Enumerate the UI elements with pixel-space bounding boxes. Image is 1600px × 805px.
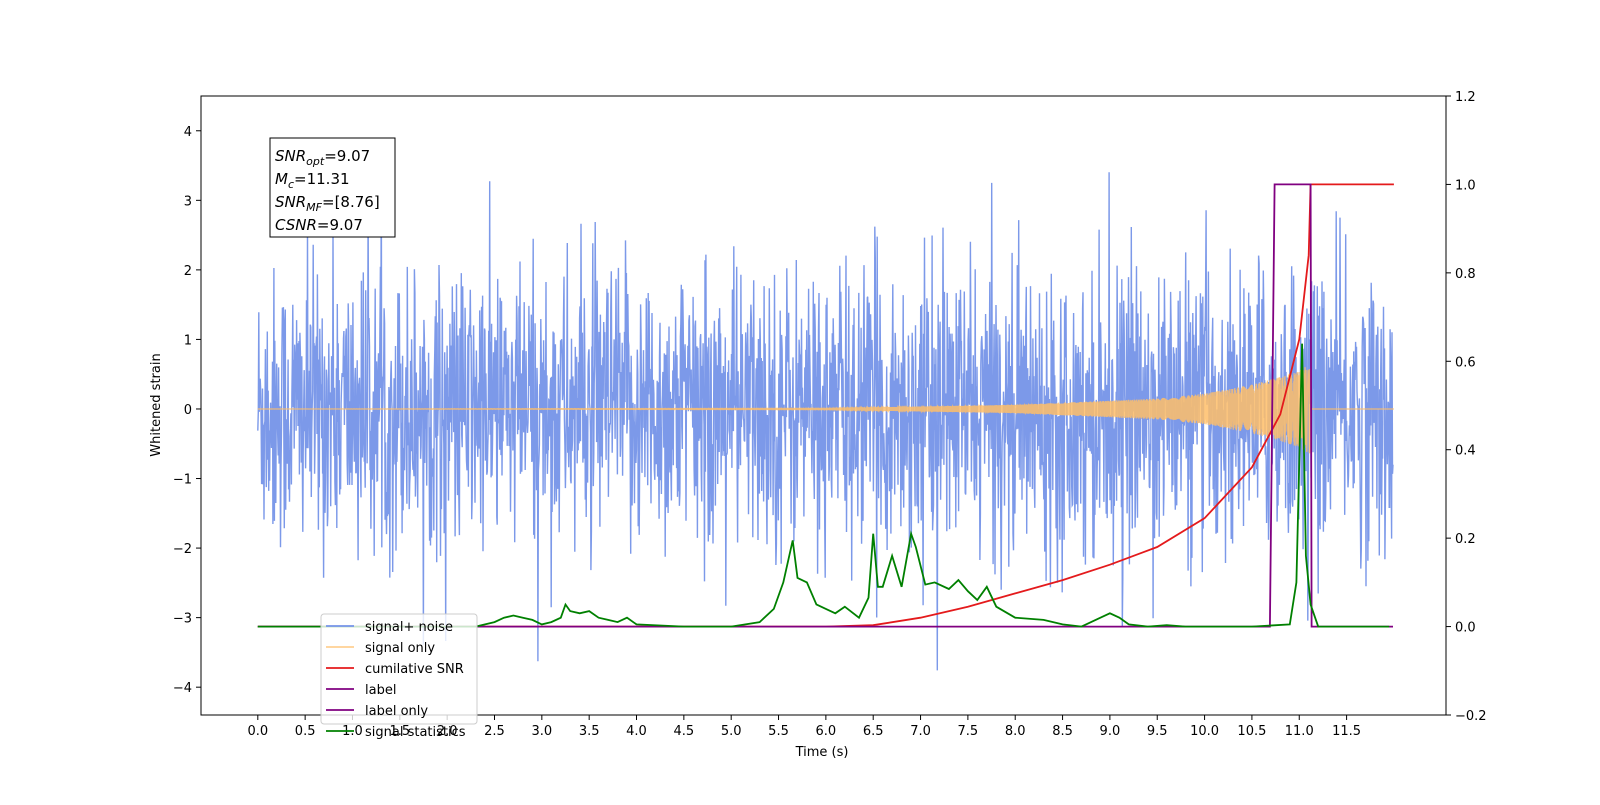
annotation-line: SNRopt=9.07 — [275, 147, 370, 168]
y2-tick-label: 0.2 — [1455, 532, 1476, 547]
y-tick-label: 2 — [184, 264, 192, 279]
y2-tick-label: 0.6 — [1455, 355, 1476, 370]
x-tick-label: 2.0 — [437, 724, 458, 739]
y2-tick-label: 0.8 — [1455, 267, 1476, 282]
x-tick-label: 4.5 — [674, 724, 695, 739]
y2-tick-label: 1.2 — [1455, 90, 1476, 105]
x-tick-label: 7.0 — [910, 724, 931, 739]
y2-tick-label: −0.2 — [1455, 709, 1487, 724]
annotation-line: SNRMF=[8.76] — [275, 193, 380, 214]
legend-entry-label: label — [365, 683, 396, 698]
x-tick-label: 10.5 — [1237, 724, 1266, 739]
x-tick-label: 11.0 — [1285, 724, 1314, 739]
legend: signal+ noise signal only cumilative SNR la… — [320, 613, 478, 740]
legend-frame — [320, 613, 478, 725]
annotation-value: =9.07 — [324, 147, 370, 165]
x-tick-label: 0.0 — [247, 724, 268, 739]
y-tick-label: 1 — [184, 333, 192, 348]
x-tick-label: 6.0 — [816, 724, 837, 739]
series-signal-noise — [257, 144, 1394, 671]
x-tick-label: 6.5 — [863, 724, 884, 739]
y-axis-right: 1.2 1.0 0.8 0.6 0.4 0.2 0.0 −0.2 — [1446, 90, 1487, 724]
x-tick-label: 8.0 — [1005, 724, 1026, 739]
annotation-line: CSNR=9.07 — [275, 216, 363, 234]
y-tick-label: −4 — [173, 681, 192, 696]
annotation-symbol: SNR — [275, 193, 306, 211]
annotation-subscript: opt — [306, 155, 325, 168]
y-tick-label: 3 — [184, 194, 192, 209]
plot-frame — [200, 95, 1447, 716]
y2-tick-label: 0.0 — [1455, 621, 1476, 636]
y2-tick-label: 0.4 — [1455, 444, 1476, 459]
legend-entry-label: signal only — [365, 641, 435, 656]
x-tick-label: 8.5 — [1052, 724, 1073, 739]
annotation-value: =11.31 — [294, 170, 350, 188]
annotation-symbol: CSNR — [275, 216, 317, 234]
annotation-subscript: c — [288, 178, 294, 191]
annotation-line: Mc=11.31 — [275, 170, 350, 191]
x-tick-label: 5.5 — [768, 724, 789, 739]
series-cumulative-snr — [257, 183, 1394, 628]
y-tick-label: −2 — [173, 542, 192, 557]
x-tick-label: 3.0 — [531, 724, 552, 739]
annotation-subscript: MF — [306, 201, 322, 214]
annotation-value: =9.07 — [317, 216, 363, 234]
x-tick-label: 2.5 — [484, 724, 505, 739]
legend-entry-label: label only — [365, 704, 428, 719]
x-tick-label: 1.5 — [389, 724, 410, 739]
y2-tick-label: 1.0 — [1455, 178, 1476, 193]
y-tick-label: −3 — [173, 612, 192, 627]
y-tick-label: 0 — [184, 403, 192, 418]
x-tick-label: 11.5 — [1332, 724, 1361, 739]
x-axis-title: Time (s) — [795, 745, 849, 760]
annotation-value: =[8.76] — [322, 193, 380, 211]
x-tick-label: 4.0 — [626, 724, 647, 739]
series-signal-statistics — [257, 343, 1390, 628]
x-tick-label: 5.0 — [721, 724, 742, 739]
plot-area — [257, 144, 1394, 671]
x-tick-label: 9.0 — [1100, 724, 1121, 739]
annotation-frame — [269, 137, 396, 238]
x-tick-label: 3.5 — [579, 724, 600, 739]
x-tick-label: 7.5 — [958, 724, 979, 739]
x-tick-label: 0.5 — [295, 724, 316, 739]
y-axis-left: 4 3 2 1 0 −1 −2 −3 −4 — [173, 125, 201, 696]
series-signal-only — [257, 367, 1394, 454]
y-tick-label: 4 — [184, 125, 192, 140]
annotation-symbol: SNR — [275, 147, 306, 165]
x-tick-label: 9.5 — [1147, 724, 1168, 739]
y-axis-title: Whitened strain — [149, 353, 164, 456]
legend-entry-label: signal statistics — [365, 725, 466, 740]
annotation-symbol: M — [275, 170, 288, 188]
y-tick-label: −1 — [173, 473, 192, 488]
legend-entry-label: signal+ noise — [365, 620, 453, 635]
x-tick-label: 10.0 — [1190, 724, 1219, 739]
x-axis: 0.0 0.5 1.0 1.5 2.0 2.5 3.0 3.5 4.0 4.5 5.0 5.5 6.0 6… — [247, 715, 1361, 739]
legend-entry-label: cumilative SNR — [365, 662, 464, 677]
